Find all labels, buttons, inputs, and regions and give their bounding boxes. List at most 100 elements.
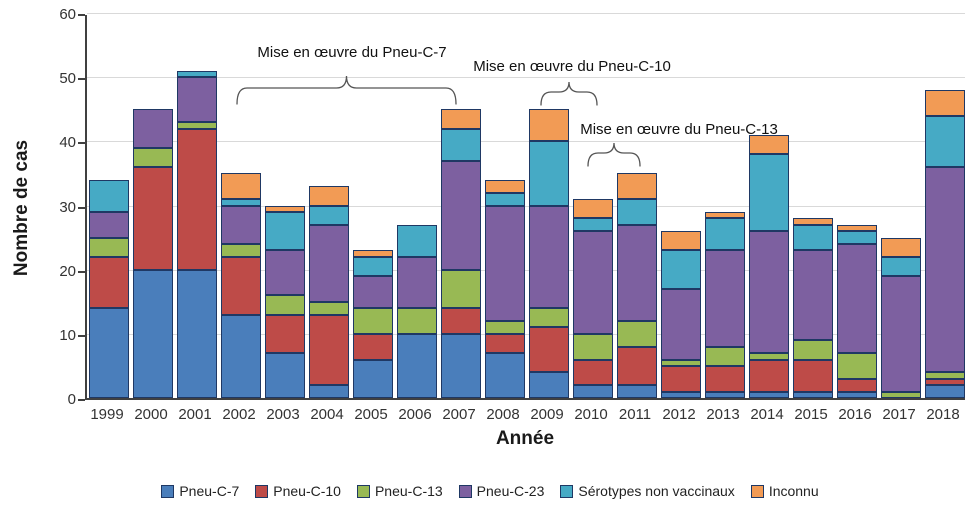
legend-item-inconnu: Inconnu [750,483,819,499]
bar-segment-Pneu-C-13 [485,321,525,334]
bar-2008 [485,179,525,398]
y-tick-label: 40 [59,134,76,152]
bar-segment-Pneu-C-23 [793,250,833,341]
bar-segment-Inconnu [529,109,569,142]
bar-segment-Pneu-C-13 [265,295,305,315]
bar-segment-Pneu-C-23 [881,276,921,392]
legend-label: Pneu-C-10 [273,483,341,499]
bar-segment-Pneu-C-13 [221,244,261,257]
x-tick-label: 2017 [882,406,916,423]
bar-2004 [309,186,349,398]
bar-2017 [881,237,921,398]
legend-item-pneu-c-23: Pneu-C-23 [458,483,545,499]
bar-segment-Pneu-C-13 [309,301,349,315]
bar-segment-Pneu-C-10 [705,365,745,392]
bar-segment-Pneu-C-13 [133,147,173,168]
bar-segment-Sérotypes non vaccinaux [89,179,129,212]
bar-segment-Sérotypes non vaccinaux [837,231,877,245]
bar-segment-Inconnu [793,218,833,225]
bar-2018 [925,90,965,398]
legend-swatch [356,484,370,498]
bar-segment-Pneu-C-10 [353,333,393,360]
bar-segment-Pneu-C-7 [749,391,789,398]
y-tick-mark [78,78,85,81]
bar-segment-Pneu-C-10 [573,359,613,386]
bar-segment-Pneu-C-7 [397,333,437,398]
bar-1999 [89,179,129,398]
bar-2012 [661,231,701,398]
legend-swatch [560,484,574,498]
bar-2003 [265,205,305,398]
bar-segment-Sérotypes non vaccinaux [881,256,921,277]
gridline [87,77,965,79]
bar-segment-Pneu-C-13 [617,321,657,347]
bar-segment-Pneu-C-10 [749,359,789,392]
bar-2000 [133,109,173,398]
x-axis-title: Année [495,428,555,449]
bar-2007 [441,109,481,398]
x-tick-label: 2015 [794,406,828,423]
bar-segment-Inconnu [881,237,921,257]
bar-segment-Pneu-C-13 [837,353,877,379]
bar-segment-Inconnu [837,224,877,232]
bar-segment-Sérotypes non vaccinaux [661,250,701,289]
bar-segment-Sérotypes non vaccinaux [309,205,349,225]
legend: Pneu-C-7 Pneu-C-10 Pneu-C-13 Pneu-C-23 Sérot… [0,483,980,499]
bar-segment-Pneu-C-7 [265,353,305,398]
bar-segment-Pneu-C-7 [529,372,569,398]
legend-label: Sérotypes non vaccinaux [578,483,735,499]
bar-segment-Pneu-C-10 [221,256,261,315]
bar-segment-Sérotypes non vaccinaux [221,199,261,206]
bar-segment-Sérotypes non vaccinaux [485,192,525,206]
bar-segment-Pneu-C-7 [89,308,129,398]
bar-segment-Inconnu [617,173,657,200]
legend-label: Pneu-C-23 [476,483,545,499]
bar-segment-Inconnu [573,199,613,219]
bar-segment-Pneu-C-23 [221,205,261,245]
bar-segment-Pneu-C-23 [661,288,701,360]
x-tick-label: 2018 [926,406,960,423]
x-tick-label: 2001 [178,406,212,423]
bar-segment-Pneu-C-13 [925,372,965,379]
bar-segment-Sérotypes non vaccinaux [529,141,569,206]
bar-segment-Pneu-C-23 [397,256,437,309]
bar-segment-Pneu-C-23 [133,109,173,148]
x-tick-label: 2004 [310,406,344,423]
legend-item-pneu-c-13: Pneu-C-13 [356,483,443,499]
bar-segment-Sérotypes non vaccinaux [925,115,965,168]
bar-segment-Pneu-C-10 [837,378,877,392]
bar-segment-Pneu-C-23 [925,167,965,373]
bar-segment-Pneu-C-23 [89,211,129,238]
bar-segment-Sérotypes non vaccinaux [397,224,437,257]
bar-segment-Sérotypes non vaccinaux [749,154,789,232]
bar-segment-Pneu-C-13 [89,237,129,257]
bar-segment-Pneu-C-13 [749,353,789,360]
annotation-text: Mise en œuvre du Pneu-C-7 [257,44,447,61]
gridline [87,141,965,143]
bar-segment-Pneu-C-7 [793,391,833,398]
bar-segment-Pneu-C-23 [441,160,481,270]
bar-segment-Pneu-C-7 [925,385,965,398]
legend-item-pneu-c-7: Pneu-C-7 [161,483,239,499]
bar-segment-Pneu-C-7 [177,269,217,398]
x-tick-label: 2007 [442,406,476,423]
bar-segment-Pneu-C-7 [705,391,745,398]
bar-segment-Pneu-C-10 [133,167,173,270]
bar-2011 [617,173,657,398]
plot-area [85,13,965,400]
bar-segment-Sérotypes non vaccinaux [793,224,833,251]
bar-segment-Sérotypes non vaccinaux [177,70,217,78]
bar-segment-Pneu-C-13 [881,391,921,398]
legend-item-pneu-c-10: Pneu-C-10 [255,483,341,499]
x-tick-label: 2010 [574,406,608,423]
bar-segment-Sérotypes non vaccinaux [705,218,745,251]
bar-segment-Pneu-C-10 [309,314,349,386]
gridline [87,269,965,271]
bar-segment-Pneu-C-7 [573,385,613,398]
y-tick-mark [78,334,85,337]
bar-segment-Inconnu [353,250,393,257]
legend-swatch [750,484,764,498]
y-tick-mark [78,270,85,273]
bar-2016 [837,224,877,398]
bar-segment-Pneu-C-13 [353,308,393,334]
